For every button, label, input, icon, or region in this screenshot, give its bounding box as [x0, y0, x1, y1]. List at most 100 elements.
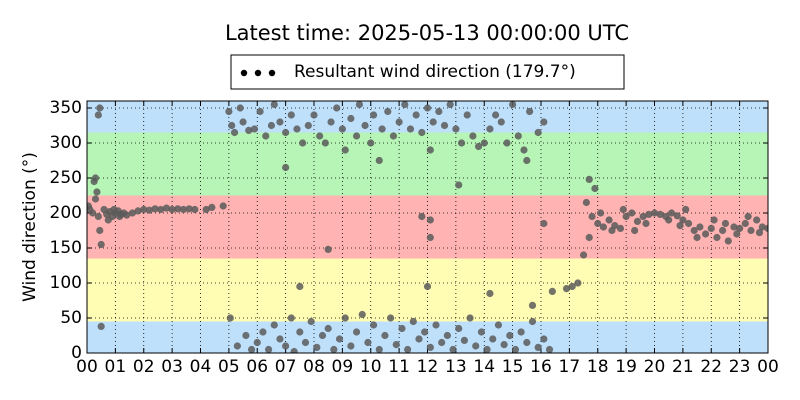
point: [665, 216, 673, 224]
x-tick-label: 00: [76, 357, 98, 377]
point: [276, 118, 284, 126]
point: [299, 139, 307, 147]
point: [202, 205, 210, 214]
point: [622, 212, 630, 221]
x-tick-label: 10: [360, 357, 382, 377]
y-tick-label: 100: [50, 273, 82, 293]
y-tick-label: 0: [71, 343, 82, 363]
point: [540, 335, 548, 343]
point: [534, 128, 542, 137]
point: [90, 177, 98, 186]
y-tick-label: 150: [50, 238, 82, 258]
point: [656, 210, 664, 218]
point: [296, 282, 304, 291]
point: [412, 111, 420, 119]
point: [446, 101, 454, 109]
x-tick-label: 21: [672, 357, 694, 377]
point: [628, 209, 636, 217]
point: [455, 181, 463, 189]
point: [676, 222, 684, 230]
point: [477, 328, 486, 336]
point: [733, 230, 741, 238]
point: [721, 219, 730, 228]
point: [330, 345, 338, 353]
point: [713, 233, 721, 242]
point: [236, 104, 244, 112]
point: [250, 125, 259, 133]
point: [418, 212, 426, 221]
point: [526, 107, 534, 116]
legend-marker: [268, 69, 276, 77]
point: [93, 188, 101, 196]
point: [191, 205, 199, 214]
point: [352, 328, 361, 336]
legend-marker: [254, 69, 262, 77]
point: [307, 317, 315, 326]
point: [253, 338, 261, 347]
point: [168, 205, 176, 214]
point: [605, 216, 613, 224]
point: [594, 219, 602, 228]
point: [333, 104, 341, 112]
x-tick-label: 13: [445, 357, 467, 377]
point: [645, 210, 653, 218]
y-tick-label: 300: [50, 133, 82, 153]
point: [736, 224, 744, 232]
point: [492, 111, 500, 119]
point: [540, 118, 548, 126]
x-tick-label: 11: [388, 357, 410, 377]
point: [631, 226, 639, 235]
point: [758, 223, 766, 231]
point: [110, 205, 118, 214]
point: [179, 205, 188, 214]
point: [486, 289, 494, 298]
point: [679, 216, 687, 224]
point: [483, 345, 491, 353]
point: [265, 345, 273, 353]
point: [324, 324, 332, 333]
chart-title: Latest time: 2025-05-13 00:00:00 UTC: [225, 21, 629, 45]
point: [256, 107, 264, 116]
point: [97, 240, 105, 249]
y-tick-label: 200: [50, 203, 82, 223]
point: [744, 212, 752, 221]
point: [642, 219, 650, 228]
point: [96, 226, 104, 235]
point: [89, 209, 97, 217]
x-tick-label: 16: [530, 357, 552, 377]
point: [528, 317, 537, 326]
point: [262, 132, 270, 140]
point: [418, 128, 426, 137]
x-tick-label: 00: [757, 357, 779, 377]
x-tick-label: 08: [303, 357, 325, 377]
point: [375, 156, 383, 165]
point: [523, 156, 531, 165]
x-tick-label: 09: [332, 357, 354, 377]
point: [96, 104, 104, 112]
plot-frame: [86, 100, 769, 354]
point: [335, 335, 344, 343]
point: [509, 101, 517, 109]
point: [719, 226, 727, 235]
point: [582, 198, 591, 207]
point: [534, 343, 542, 351]
legend-marker: [240, 69, 248, 77]
point: [633, 217, 642, 225]
point: [764, 224, 768, 232]
point: [358, 310, 366, 319]
point: [591, 184, 599, 193]
point: [486, 125, 494, 133]
point: [639, 212, 647, 221]
point: [673, 212, 681, 220]
point: [310, 111, 318, 119]
point: [378, 125, 386, 133]
point: [369, 321, 378, 329]
point: [157, 205, 165, 214]
point: [619, 205, 627, 214]
point: [452, 125, 460, 133]
point: [361, 121, 369, 130]
point: [316, 132, 324, 140]
point: [352, 132, 361, 140]
point: [523, 338, 531, 347]
point: [707, 224, 715, 232]
